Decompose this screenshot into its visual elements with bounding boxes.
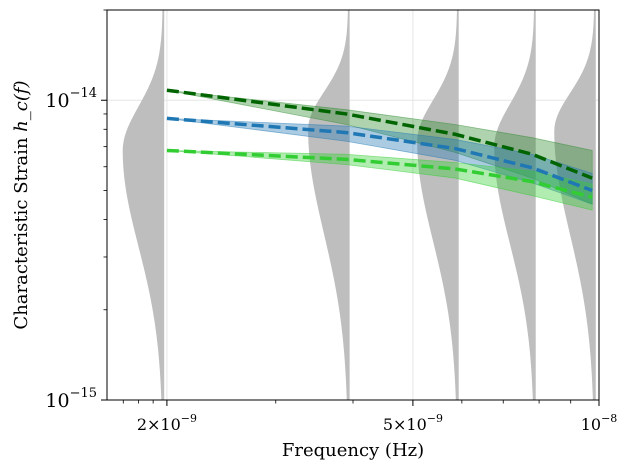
y-tick-label-1: 10−15 — [45, 386, 97, 412]
x-tick-mantissa-1: 5 — [383, 415, 393, 434]
series-line-dark-green — [166, 88, 593, 180]
x-tick-exp-2: −8 — [601, 412, 617, 425]
x-axis-label: Frequency (Hz) — [282, 440, 424, 461]
x-tick-label-1: 5×10−9 — [383, 412, 443, 434]
x-tick-times-1: × — [393, 415, 406, 434]
x-tick-mantissa-0: 2 — [137, 415, 147, 434]
y-tick-exp-1: −15 — [70, 386, 97, 401]
violin-0 — [122, 10, 165, 400]
series-line-blue — [166, 116, 593, 193]
y-tick-exp-0: −14 — [70, 86, 97, 101]
y-tick-base-0: 10 — [45, 90, 69, 112]
y-tick-label-0: 10−14 — [45, 86, 97, 112]
violin-2 — [417, 10, 459, 400]
violin-4 — [554, 10, 596, 400]
violin-layer — [122, 10, 596, 400]
series-line-light-green — [166, 148, 593, 199]
y-axis-label-text: Characteristic Strain — [11, 137, 32, 329]
y-tick-base-1: 10 — [45, 390, 69, 412]
x-tick-label-0: 2×10−9 — [137, 412, 197, 434]
y-axis-label-math: h_c(f) — [11, 80, 32, 131]
y-axis-label: Characteristic Strain h_c(f) — [11, 80, 32, 329]
x-tick-base-0: 10 — [160, 415, 180, 434]
x-tick-times-0: × — [147, 415, 160, 434]
violin-1 — [308, 10, 350, 400]
x-tick-base-1: 10 — [406, 415, 426, 434]
violin-3 — [494, 10, 536, 400]
x-tick-base-2: 10 — [581, 415, 601, 434]
x-tick-exp-0: −9 — [181, 412, 197, 425]
line-layer — [166, 88, 593, 199]
x-tick-exp-1: −9 — [427, 412, 443, 425]
x-tick-label-2: 10−8 — [581, 412, 618, 434]
